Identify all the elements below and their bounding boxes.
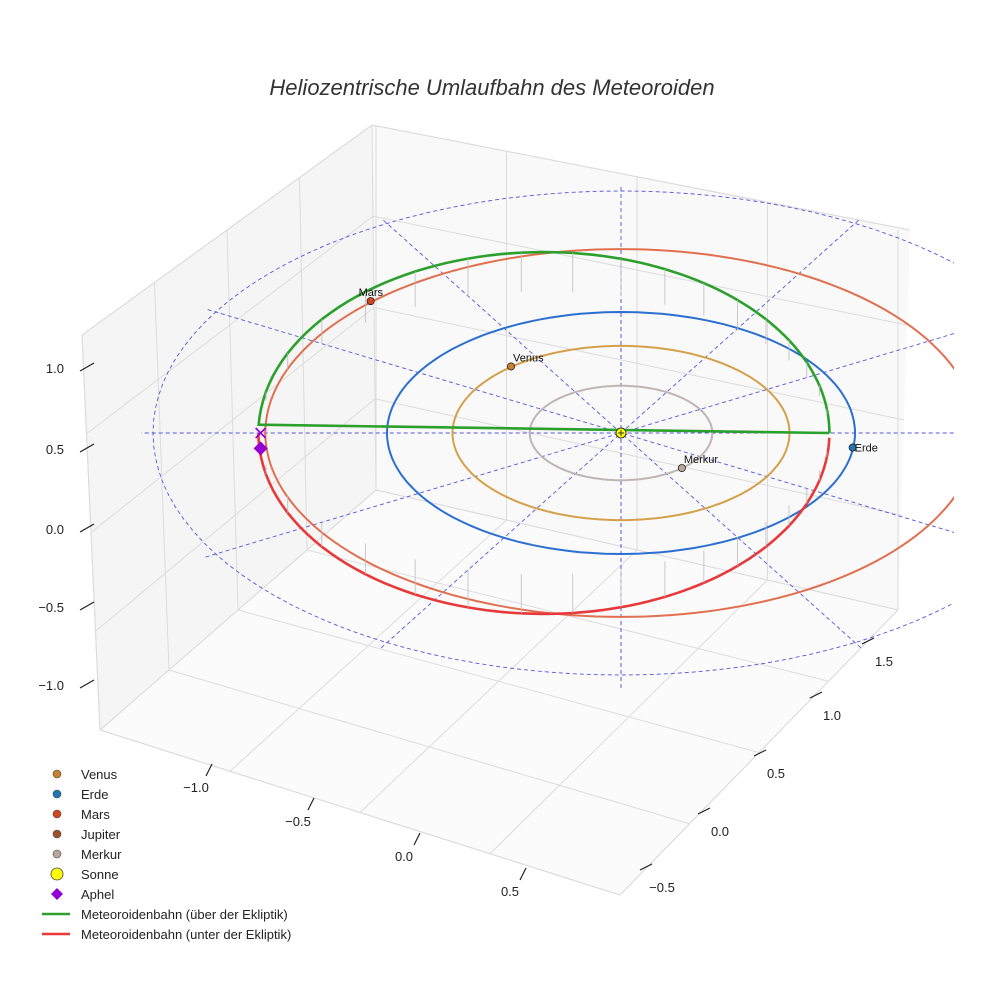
sun-cross xyxy=(618,430,624,436)
venus-marker xyxy=(507,362,516,371)
legend-marker-merkur xyxy=(52,849,62,859)
z-tick-label-0: −1.0 xyxy=(38,678,64,693)
z-tick-mark xyxy=(79,443,95,453)
left-grid-h xyxy=(99,489,377,731)
left-grid-h xyxy=(90,307,375,533)
aphel-projection-marker xyxy=(255,427,267,439)
legend-label-mars: Mars xyxy=(81,807,110,822)
mars-label: Mars xyxy=(359,287,384,299)
y-tick-mark xyxy=(861,637,875,645)
aphel-marker xyxy=(253,441,268,456)
y-tick-label-4: 1.5 xyxy=(875,654,893,669)
legend-marker-sonne xyxy=(50,867,64,881)
floor-grid-y xyxy=(168,669,690,825)
orbit-erde xyxy=(385,310,856,556)
x-tick-label-3: 0.5 xyxy=(501,884,519,899)
mars-marker xyxy=(366,297,375,306)
y-tick-mark xyxy=(753,749,767,757)
z-tick-label-4: 1.0 xyxy=(46,361,64,376)
chart-title: Heliozentrische Umlaufbahn des Meteoroid… xyxy=(269,75,714,100)
meteoroid-orbit-below xyxy=(257,432,831,616)
z-tick-mark xyxy=(79,523,95,533)
plot-area: Venus Erde Mars Merkur xyxy=(141,184,954,690)
y-tick-mark xyxy=(809,691,823,699)
x-tick-label-2: 0.0 xyxy=(395,849,413,864)
x-tick-label-1: −0.5 xyxy=(285,814,311,829)
venus-label: Venus xyxy=(513,352,544,364)
z-tick-label-3: 0.5 xyxy=(46,442,64,457)
ecliptic-guide-spoke xyxy=(380,217,862,649)
back-grid-h xyxy=(375,489,899,611)
back-grid-h xyxy=(373,307,905,421)
y-tick-mark xyxy=(639,863,653,871)
orbit-venus xyxy=(451,344,791,522)
meteoroid-orbit-above xyxy=(257,250,831,435)
z-tick-mark xyxy=(79,362,95,372)
legend-marker-jupiter xyxy=(52,829,62,839)
left-pane xyxy=(82,125,376,730)
z-tick-mark xyxy=(79,679,95,689)
x-tick-mark xyxy=(307,797,315,811)
z-tick-mark xyxy=(79,601,95,611)
left-grid-h xyxy=(81,124,373,336)
erde-label: Erde xyxy=(855,443,878,455)
back-grid-h xyxy=(374,398,902,516)
z-tick-label-1: −0.5 xyxy=(38,600,64,615)
erde-marker xyxy=(848,443,857,452)
legend-marker-mars xyxy=(52,809,62,819)
floor-grid-y xyxy=(99,729,621,896)
y-tick-label-3: 1.0 xyxy=(823,708,841,723)
legend-label-merkur: Merkur xyxy=(81,847,122,862)
legend-label-sonne: Sonne xyxy=(81,867,119,882)
grid-lines xyxy=(81,124,911,896)
orbit-merkur xyxy=(528,384,714,482)
legend-label-aphel: Aphel xyxy=(81,887,114,902)
legend: Venus Erde Mars Jupiter Merkur Sonne Aphel Mete… xyxy=(42,767,291,942)
z-tick-label-2: 0.0 xyxy=(46,522,64,537)
x-tick-mark xyxy=(205,763,213,777)
y-tick-label-0: −0.5 xyxy=(649,880,675,895)
x-tick-mark xyxy=(519,867,527,881)
orbit-mars xyxy=(264,248,954,618)
legend-label-meteoroidenbahn-ber-der-ekliptik: Meteoroidenbahn (über der Ekliptik) xyxy=(81,907,288,922)
legend-marker-erde xyxy=(52,789,62,799)
ecliptic-guide-spoke xyxy=(205,308,954,533)
merkur-label: Merkur xyxy=(684,454,719,466)
legend-label-erde: Erde xyxy=(81,787,108,802)
y-tick-mark xyxy=(697,807,711,815)
legend-marker-venus xyxy=(52,769,62,779)
ecliptic-guide-spoke xyxy=(380,217,862,649)
left-grid-h xyxy=(95,398,376,632)
floor-grid-y xyxy=(237,609,760,753)
axis-ticks: −1.0 −0.5 0.0 0.5 1.0 −1.0 −0.5 0.0 0.5 −0.5 0.0 0.… xyxy=(38,361,893,899)
y-tick-label-1: 0.0 xyxy=(711,824,729,839)
legend-label-venus: Venus xyxy=(81,767,118,782)
left-grid-h xyxy=(86,215,374,435)
x-tick-label-0: −1.0 xyxy=(183,780,209,795)
merkur-marker xyxy=(677,464,686,473)
ecliptic-guide-spoke xyxy=(205,333,954,558)
x-tick-mark xyxy=(413,832,421,846)
back-grid-h xyxy=(371,124,911,231)
floor-pane xyxy=(100,490,898,895)
legend-label-meteoroidenbahn-unter-der-ekliptik: Meteoroidenbahn (unter der Ekliptik) xyxy=(81,927,291,942)
legend-label-jupiter: Jupiter xyxy=(81,827,121,842)
back-grid-h xyxy=(372,215,908,326)
y-tick-label-2: 0.5 xyxy=(767,766,785,781)
legend-marker-aphel xyxy=(51,888,63,900)
